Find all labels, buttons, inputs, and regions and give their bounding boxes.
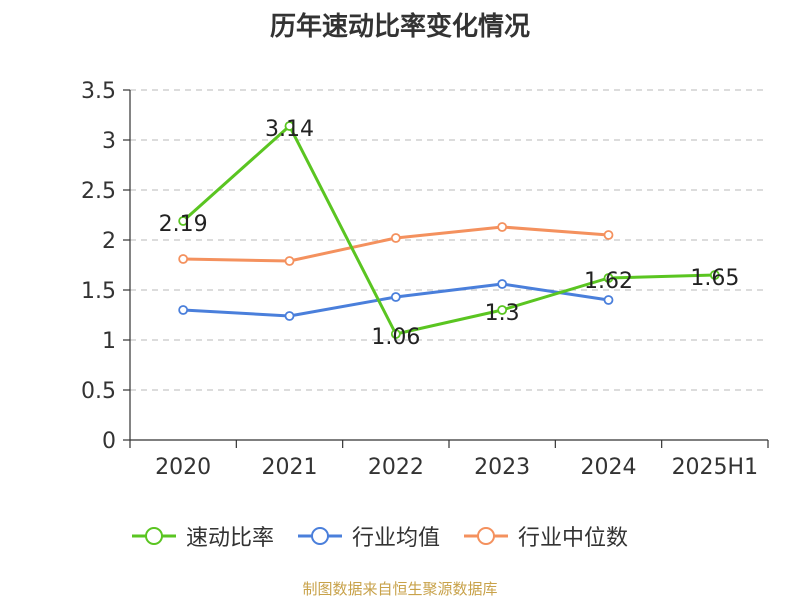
data-point: [284, 121, 295, 131]
series-line: [183, 225, 609, 263]
legend-label: 速动比率: [186, 526, 275, 551]
x-tick-label: 2023: [474, 455, 530, 480]
x-tick-label: 2022: [368, 455, 424, 480]
legend-marker: [477, 527, 496, 545]
data-point: [603, 230, 614, 240]
data-point: [709, 270, 720, 280]
legend-swatch: [132, 527, 176, 545]
y-tick-label: 0: [102, 429, 116, 454]
series-line: [182, 124, 715, 336]
y-tick-label: 2.5: [81, 179, 116, 204]
legend-marker: [311, 527, 330, 545]
data-point: [497, 222, 508, 232]
chart-title: 历年速动比率变化情况: [269, 12, 530, 42]
data-point: [497, 279, 508, 289]
legend-marker: [145, 527, 163, 545]
y-tick-label: 3: [102, 129, 116, 154]
legend-item[interactable]: 行业中位数: [462, 520, 628, 552]
y-tick-label: 1.5: [81, 279, 116, 304]
data-point: [284, 256, 295, 266]
legend-label: 行业均值: [352, 526, 441, 551]
legend-swatch: [298, 527, 343, 545]
data-label: 1.65: [690, 266, 739, 291]
data-label: 1.06: [371, 325, 420, 350]
y-tick-label: 0.5: [81, 379, 116, 404]
axis-layer: 0 0.5 1 1.5 2 2.5 3 3.5 2020 2021 2022 2023 2024 2025…: [81, 79, 769, 480]
data-point: [390, 233, 401, 243]
data-label: 1.62: [584, 269, 633, 294]
label-layer: 2.19 3.14 1.06 1.3 1.62 1.65: [159, 117, 740, 350]
data-label: 2.19: [159, 212, 208, 237]
data-point: [603, 273, 614, 283]
data-point: [178, 216, 189, 226]
data-point: [390, 329, 401, 339]
grid-layer: [130, 89, 768, 391]
legend-swatch: [464, 527, 509, 545]
data-label: 1.3: [485, 301, 520, 326]
series-layer: [178, 121, 720, 339]
y-tick-label: 1: [102, 329, 116, 354]
legend-item[interactable]: 行业均值: [296, 520, 440, 552]
data-point: [603, 295, 614, 305]
legend-label: 行业中位数: [518, 526, 629, 551]
x-tick-label: 2020: [155, 455, 211, 480]
data-point: [178, 254, 189, 264]
data-point: [390, 292, 401, 302]
y-tick-label: 3.5: [81, 79, 116, 104]
legend: 速动比率 行业均值 行业中位数: [130, 520, 650, 552]
data-point: [284, 311, 295, 321]
source-note: 制图数据来自恒生聚源数据库: [302, 580, 498, 598]
x-tick-label: 2025H1: [672, 455, 759, 480]
data-point: [497, 305, 508, 315]
data-point: [178, 305, 189, 315]
x-tick-label: 2021: [262, 455, 318, 480]
legend-item[interactable]: 速动比率: [130, 520, 274, 552]
data-label: 3.14: [265, 117, 314, 142]
y-tick-label: 2: [102, 229, 116, 254]
x-tick-label: 2024: [581, 455, 637, 480]
